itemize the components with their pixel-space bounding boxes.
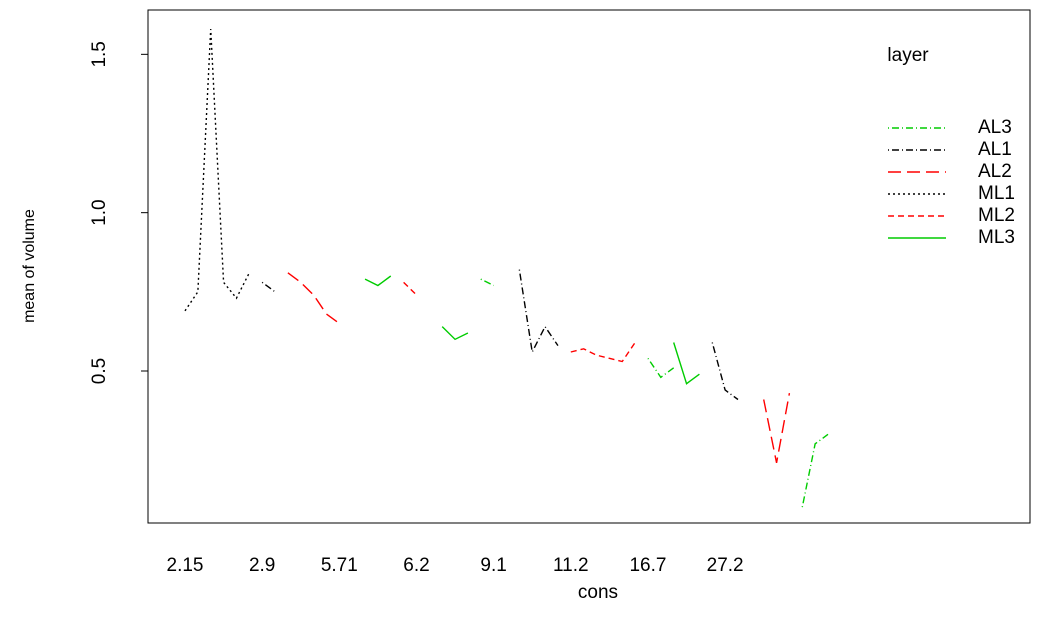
legend-label: ML2 (978, 205, 1015, 226)
y-axis-label: mean of volume (21, 209, 38, 323)
x-tick-label: 27.2 (707, 555, 744, 576)
x-tick-label: 9.1 (480, 555, 506, 576)
series-line (364, 275, 700, 385)
series-line (261, 269, 739, 401)
legend-label: AL3 (978, 117, 1012, 138)
x-axis-label: cons (578, 582, 618, 603)
series-line (184, 28, 250, 312)
legend-label: ML3 (978, 227, 1015, 248)
y-tick-label: 1.0 (89, 199, 110, 225)
series-line (403, 281, 636, 363)
series-line (480, 278, 829, 508)
y-tick-label: 0.5 (89, 358, 110, 384)
x-tick-label: 16.7 (629, 555, 666, 576)
x-tick-label: 2.9 (249, 555, 275, 576)
legend-title: layer (887, 45, 929, 66)
legend-label: ML1 (978, 183, 1015, 204)
series-line (287, 272, 791, 463)
y-tick-label: 1.5 (89, 41, 110, 67)
x-tick-label: 11.2 (553, 555, 589, 576)
x-tick-label: 6.2 (403, 555, 429, 576)
legend-label: AL2 (978, 161, 1012, 182)
legend-label: AL1 (978, 139, 1012, 160)
plot-frame (147, 9, 1031, 524)
x-tick-label: 5.71 (321, 555, 358, 576)
x-tick-label: 2.15 (167, 555, 204, 576)
